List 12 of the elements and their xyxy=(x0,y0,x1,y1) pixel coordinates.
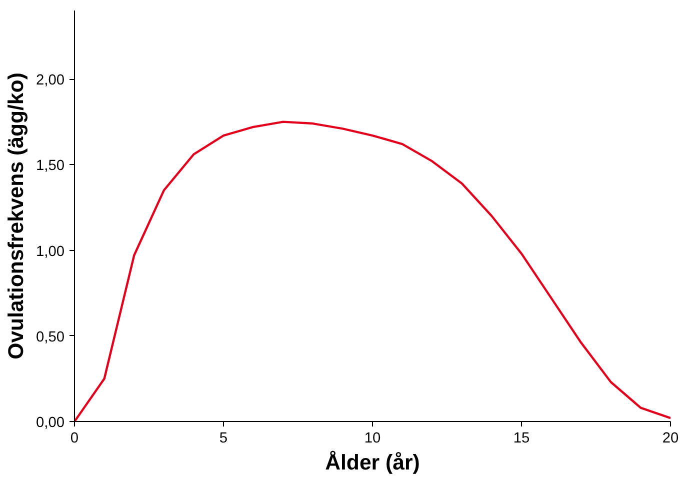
x-tick-label: 10 xyxy=(364,430,381,446)
y-tick-label: 0,50 xyxy=(36,329,65,346)
x-tick-label: 5 xyxy=(219,430,228,446)
y-tick-label: 2,00 xyxy=(36,72,65,88)
x-tick-label: 15 xyxy=(513,430,530,446)
x-tick-label: 20 xyxy=(662,430,679,446)
y-tick-label: 1,00 xyxy=(36,244,65,260)
x-axis-title: Ålder (år) xyxy=(325,450,420,474)
x-tick-label: 0 xyxy=(70,430,79,446)
y-tick-label: 1,50 xyxy=(36,158,65,174)
y-axis-title: Ovulationsfrekvens (ägg/ko) xyxy=(4,72,28,360)
y-tick-label: 0,00 xyxy=(36,415,65,431)
